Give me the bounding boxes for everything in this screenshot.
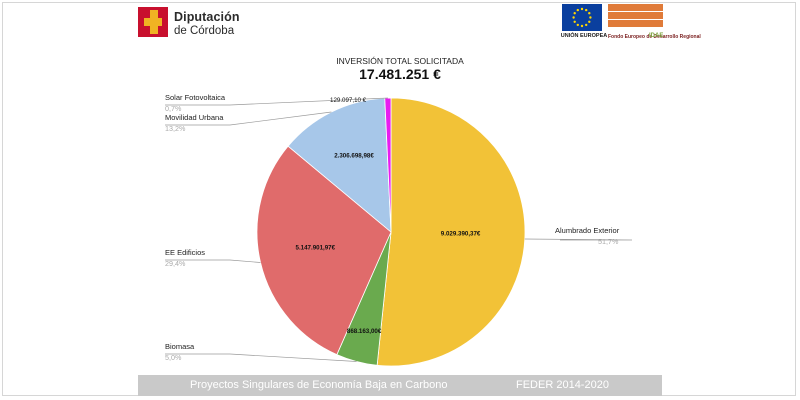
pie-category-label-movilidad-urbana: Movilidad Urbana [165,113,224,122]
idae-logo: IDAE [649,33,664,39]
pie-category-label-solar-fotovoltaica: Solar Fotovoltaica [165,93,226,102]
fund-line: Fondo Europeo de Desarrollo Regional [608,34,701,40]
pie-leader-ee-edificios [165,259,261,263]
org-name-line1: Diputación [174,10,240,24]
pie-leader-biomasa [165,353,357,362]
org-name-line2: de Córdoba [174,25,235,37]
pie-leader-alumbrado-exterior [524,238,633,241]
pie-slices [256,97,526,367]
fund-band-3 [608,20,663,27]
pie-value-label-biomasa: 868.163,00€ [347,328,382,335]
footer-title: Proyectos Singulares de Economía Baja en… [190,379,448,391]
eu-label: UNIÓN EUROPEA [560,33,608,39]
diputacion-emblem-icon [138,7,168,37]
pie-percent-label-alumbrado-exterior: 51,7% [598,237,619,246]
pie-leader-movilidad-urbana [165,111,332,126]
pie-labels: 9.029.390,37€ Alumbrado Exterior 51,7% 868.… [165,93,620,362]
pie-percent-label-biomasa: 5,0% [165,353,182,362]
pie-value-label-solar-fotovoltaica: 129.097,10 € [330,97,367,104]
pie-percent-label-ee-edificios: 29,4% [165,259,186,268]
footer-bar: Proyectos Singulares de Economía Baja en… [138,375,662,396]
footer-program: FEDER 2014-2020 [516,379,609,391]
pie-value-label-alumbrado-exterior: 9.029.390,37€ [441,231,481,238]
pie-category-label-biomasa: Biomasa [165,342,195,351]
pie-category-label-ee-edificios: EE Edificios [165,248,205,257]
pie-leader-solar-fotovoltaica [165,97,388,106]
pie-leader-lines [165,97,633,362]
chart-total: 17.481.251 € [359,66,441,82]
pie-percent-label-movilidad-urbana: 13,2% [165,124,186,133]
pie-category-label-alumbrado-exterior: Alumbrado Exterior [555,226,620,235]
eu-flag-icon [562,4,602,31]
pie-value-label-movilidad-urbana: 2.306.698,98€ [334,153,374,160]
eu-funding-logos: UNIÓN EUROPEA Fondo Europeo de Desarroll… [558,4,701,42]
pie-slice-ee-edificios [256,145,392,356]
chart-title: INVERSIÓN TOTAL SOLICITADA [336,56,464,66]
fund-band-2 [608,12,663,19]
pie-value-label-ee-edificios: 5.147.901,97€ [296,245,336,252]
diputacion-logo: Diputación de Córdoba [138,7,248,37]
pie-percent-label-solar-fotovoltaica: 0,7% [165,104,182,113]
fund-band-1 [608,4,663,11]
